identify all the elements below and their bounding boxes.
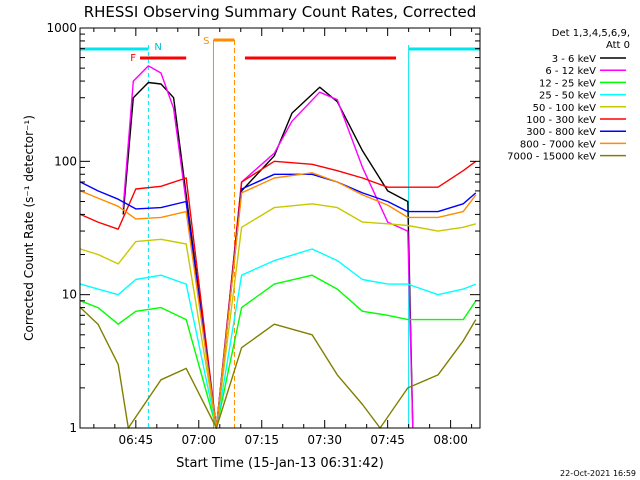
- x-tick-label: 06:45: [119, 433, 154, 447]
- x-axis: 06:45 07:00 07:15 07:30 07:45 08:00: [93, 28, 473, 447]
- legend-entry-label: 3 - 6 keV: [552, 54, 596, 65]
- x-tick-label: 07:15: [244, 433, 279, 447]
- series-line-12_25keV: [80, 274, 477, 429]
- legend-entry-label: 12 - 25 keV: [539, 78, 596, 89]
- series-line-6_12keV: [122, 65, 414, 429]
- legend-entry-label: 800 - 7000 keV: [520, 139, 596, 150]
- chart-title: RHESSI Observing Summary Count Rates, Co…: [84, 3, 477, 21]
- y-axis: 1 10 100 1000: [46, 21, 480, 435]
- x-tick-label: 07:45: [370, 433, 405, 447]
- legend-header: Att 0: [606, 40, 630, 51]
- x-tick-label: 08:00: [433, 433, 468, 447]
- legend-entry-label: 300 - 800 keV: [526, 127, 596, 138]
- series-line-800_7000keV: [80, 172, 477, 429]
- legend-entry-label: 6 - 12 keV: [545, 66, 596, 77]
- y-tick-label: 10: [62, 288, 77, 302]
- x-axis-label: Start Time (15-Jan-13 06:31:42): [176, 456, 384, 471]
- series-line-25_50keV: [80, 248, 477, 429]
- series-line-50_100keV: [80, 203, 476, 429]
- legend-entry-label: 25 - 50 keV: [539, 91, 596, 102]
- series-layer: [79, 65, 477, 429]
- y-tick-label: 100: [54, 154, 77, 168]
- y-tick-label: 1: [69, 421, 77, 435]
- night-label: N: [154, 42, 161, 53]
- observing-intervals: N S F: [80, 36, 481, 428]
- series-line-3_6keV: [122, 81, 414, 429]
- series-line-7000_15000keV: [79, 307, 477, 429]
- legend-entry-label: 7000 - 15000 keV: [507, 152, 596, 163]
- x-tick-label: 07:00: [181, 433, 216, 447]
- x-tick-label: 07:30: [307, 433, 342, 447]
- plot-frame: [79, 27, 481, 429]
- saa-label: S: [203, 36, 209, 47]
- legend-entry-label: 100 - 300 keV: [526, 115, 596, 126]
- series-line-300_800keV: [80, 173, 477, 429]
- legend-entry-label: 50 - 100 keV: [533, 103, 597, 114]
- legend-header: Det 1,3,4,5,6,9,: [552, 28, 630, 39]
- y-axis-label: Corrected Count Rate (s⁻¹ detector⁻¹): [22, 115, 36, 341]
- flare-label: F: [130, 53, 136, 64]
- plot-timestamp: 22-Oct-2021 16:59: [560, 469, 636, 478]
- y-tick-label: 1000: [46, 21, 77, 35]
- series-line-100_300keV: [80, 160, 477, 429]
